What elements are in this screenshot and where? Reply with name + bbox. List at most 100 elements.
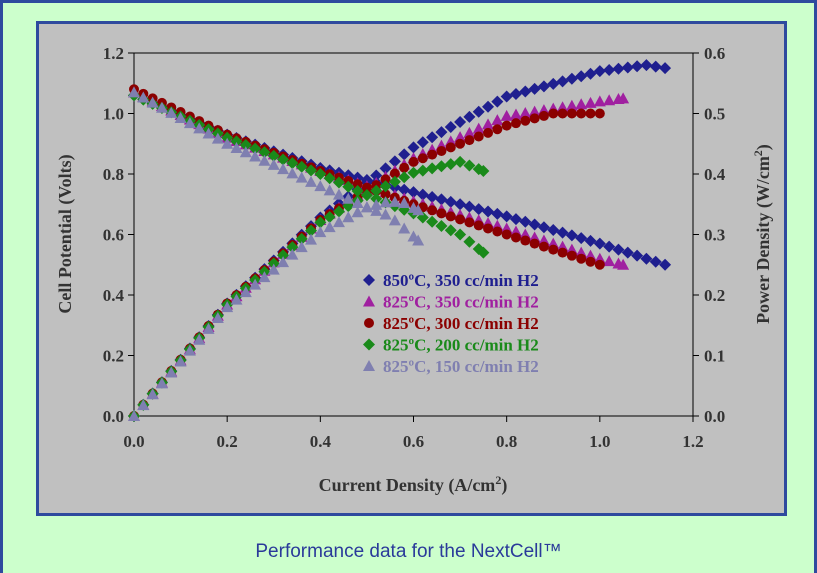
voltage-point: [631, 249, 644, 262]
voltage-point: [509, 213, 522, 226]
series-5: [128, 86, 425, 421]
power-point: [594, 108, 605, 119]
power-point: [473, 131, 484, 142]
power-point: [454, 155, 467, 168]
voltage-point: [267, 158, 280, 170]
voltage-point: [585, 256, 596, 267]
voltage-point: [314, 168, 327, 180]
power-point: [258, 271, 271, 283]
voltage-point: [295, 171, 308, 183]
voltage-point: [501, 229, 512, 240]
legend-marker: [363, 338, 375, 351]
y-right-axis-title-main: Power Density (W/cm: [753, 156, 774, 324]
power-point: [585, 108, 596, 119]
y-left-axis-title: Cell Potential (Volts): [55, 154, 76, 313]
power-point: [426, 131, 439, 144]
power-point: [482, 118, 495, 130]
voltage-point: [398, 222, 411, 234]
voltage-point: [477, 246, 490, 259]
voltage-point: [370, 192, 383, 205]
power-point: [631, 60, 644, 73]
power-point: [388, 195, 401, 207]
power-point: [621, 61, 634, 74]
y-left-tick-label: 1.0: [103, 105, 124, 124]
power-point: [520, 115, 531, 126]
legend: 850ºC, 350 cc/min H2 825ºC, 350 cc/min H2…: [363, 271, 539, 376]
voltage-point: [473, 220, 484, 231]
power-point: [426, 162, 439, 175]
power-point: [267, 263, 280, 275]
x-axis-title: Current Density (A/cm2): [319, 473, 508, 496]
voltage-point: [286, 167, 299, 179]
x-tick-label: 0.4: [310, 432, 332, 451]
power-point: [454, 131, 467, 143]
voltage-point: [332, 188, 345, 200]
power-point: [277, 256, 290, 268]
voltage-point: [482, 205, 495, 218]
voltage-point: [463, 235, 476, 248]
voltage-point: [435, 220, 448, 233]
voltage-point: [472, 203, 485, 216]
power-point: [463, 159, 476, 172]
power-point: [379, 180, 392, 193]
voltage-point: [529, 238, 540, 249]
power-point: [360, 189, 373, 202]
legend-marker: [363, 274, 375, 286]
voltage-point: [342, 180, 355, 193]
power-point: [576, 108, 587, 119]
power-point: [492, 124, 503, 135]
power-point: [267, 257, 280, 270]
voltage-point: [483, 223, 494, 234]
power-point: [305, 233, 318, 245]
voltage-point: [128, 86, 140, 98]
power-point: [202, 322, 215, 334]
power-point: [548, 108, 559, 119]
legend-label: 825ºC, 200 cc/min H2: [383, 336, 539, 355]
voltage-point: [137, 91, 150, 103]
power-point: [408, 156, 419, 167]
power-point: [510, 118, 521, 129]
voltage-point: [575, 232, 588, 245]
power-point: [412, 204, 425, 216]
voltage-point: [528, 218, 541, 231]
power-point: [593, 95, 606, 107]
power-point: [398, 197, 411, 209]
voltage-point: [593, 237, 606, 250]
power-point: [500, 90, 513, 103]
power-point: [617, 92, 630, 104]
x-tick-label: 0.2: [217, 432, 238, 451]
y-right-tick-label: 0.6: [704, 44, 725, 63]
power-point: [416, 136, 429, 149]
voltage-point: [202, 127, 215, 139]
power-point: [501, 120, 512, 131]
power-point: [388, 175, 401, 188]
voltage-point: [183, 117, 196, 129]
power-point: [575, 70, 588, 83]
voltage-point: [193, 122, 206, 134]
x-tick-label: 0.6: [403, 432, 424, 451]
voltage-point: [174, 112, 187, 124]
power-point: [565, 72, 578, 85]
legend-marker: [363, 360, 375, 371]
power-point: [454, 115, 467, 128]
power-point: [500, 109, 513, 121]
voltage-point: [556, 226, 569, 239]
y-left-tick-label: 0.4: [103, 286, 125, 305]
y-right-tick-label: 0.5: [704, 105, 725, 124]
voltage-point: [230, 141, 243, 153]
voltage-point: [548, 244, 559, 255]
voltage-point: [454, 198, 467, 211]
x-axis-title-tail: ): [501, 475, 507, 496]
voltage-point: [603, 240, 616, 253]
voltage-point: [463, 200, 476, 213]
voltage-point: [444, 195, 457, 208]
data-marks: [128, 59, 672, 422]
voltage-point: [416, 188, 429, 201]
voltage-point: [659, 258, 672, 271]
voltage-point: [584, 234, 597, 247]
power-point: [379, 196, 392, 208]
voltage-point: [239, 146, 252, 158]
voltage-point: [492, 226, 503, 237]
power-point: [389, 168, 400, 179]
voltage-point: [444, 224, 457, 237]
